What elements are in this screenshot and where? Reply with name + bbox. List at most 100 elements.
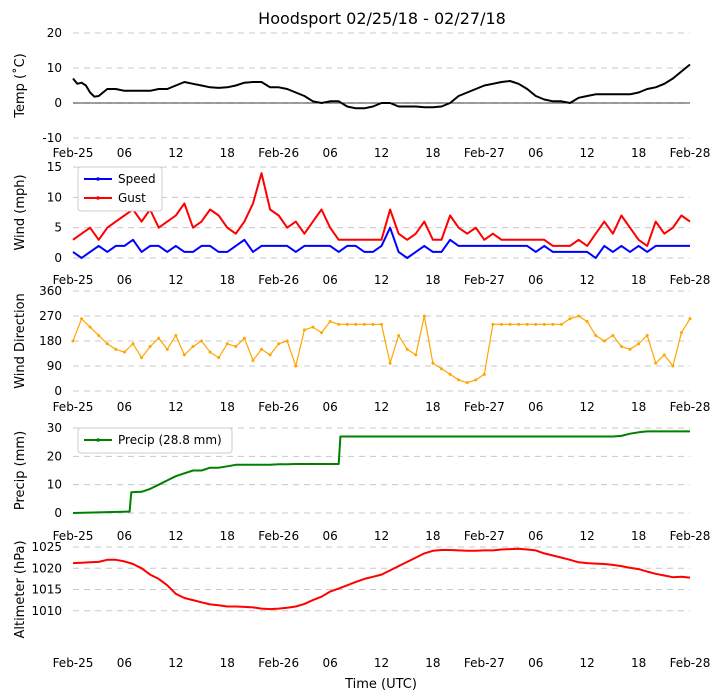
- direction-xtick-label: 18: [220, 400, 235, 414]
- wind-xtick-label: 18: [631, 273, 646, 287]
- temp-xtick-label: 06: [528, 146, 543, 160]
- direction-point: [482, 372, 486, 376]
- temp-xtick-label: 06: [322, 146, 337, 160]
- direction-ytick-label: 180: [39, 334, 62, 348]
- wind-ytick-label: 10: [47, 190, 62, 204]
- direction-point: [491, 322, 495, 326]
- altimeter-xtick-label: 06: [117, 656, 132, 670]
- direction-point: [362, 322, 366, 326]
- direction-point: [422, 314, 426, 318]
- direction-point: [182, 353, 186, 357]
- direction-point: [114, 347, 118, 351]
- direction-point: [645, 333, 649, 337]
- direction-point: [405, 347, 409, 351]
- direction-point: [268, 353, 272, 357]
- direction-point: [602, 339, 606, 343]
- precip-ytick-label: 10: [47, 478, 62, 492]
- direction-xtick-label: 12: [374, 400, 389, 414]
- direction-point: [577, 314, 581, 318]
- wind-xtick-label: 18: [425, 273, 440, 287]
- direction-point: [508, 322, 512, 326]
- direction-point: [285, 339, 289, 343]
- direction-xtick-label: Feb-25: [53, 400, 94, 414]
- direction-point: [397, 333, 401, 337]
- wind-legend: Speed Gust: [77, 166, 163, 212]
- direction-point: [628, 347, 632, 351]
- temp-xtick-label: Feb-25: [53, 146, 94, 160]
- altimeter-series-altimeter: [72, 547, 691, 611]
- direction-point: [662, 353, 666, 357]
- direction-point: [448, 372, 452, 376]
- temp-xtick-label: 18: [220, 146, 235, 160]
- direction-point: [88, 325, 92, 329]
- direction-xtick-label: 12: [580, 400, 595, 414]
- direction-point: [311, 325, 315, 329]
- direction-point: [140, 356, 144, 360]
- temp-xtick-label: Feb-26: [258, 146, 299, 160]
- precip-xtick-label: 06: [117, 529, 132, 543]
- wind-xtick-label: Feb-28: [670, 273, 711, 287]
- direction-point: [260, 347, 264, 351]
- temp-ytick-label: -10: [42, 131, 62, 145]
- altimeter-xtick-label: 18: [631, 656, 646, 670]
- direction-xtick-label: 18: [425, 400, 440, 414]
- direction-ytick-label: 270: [39, 309, 62, 323]
- wind-xtick-label: Feb-26: [258, 273, 299, 287]
- temp-xtick-label: 12: [374, 146, 389, 160]
- precip-xtick-label: Feb-25: [53, 529, 94, 543]
- altimeter-y-axis-label: Altimeter (hPa): [13, 540, 28, 638]
- direction-xtick-label: Feb-27: [464, 400, 505, 414]
- precip-xtick-label: 12: [580, 529, 595, 543]
- altimeter-xtick-label: 18: [220, 656, 235, 670]
- direction-point: [559, 322, 563, 326]
- direction-ytick-label: 0: [54, 384, 62, 398]
- altimeter-ytick-label: 1025: [31, 540, 62, 554]
- precip-ytick-label: 30: [47, 421, 62, 435]
- precip-series-precip-28-8-mm: [72, 430, 690, 514]
- direction-point: [499, 322, 503, 326]
- precip-panel: 0 10 20 30 Precip (mm) Feb-25 06 12 18 Feb-26 06 12…: [13, 421, 710, 543]
- altimeter-xtick-label: 06: [528, 656, 543, 670]
- temp-y-axis-label: Temp (˚C): [12, 53, 28, 119]
- direction-point: [611, 333, 615, 337]
- direction-point: [517, 322, 521, 326]
- precip-legend-marker: [96, 438, 100, 442]
- direction-point: [619, 345, 623, 349]
- altimeter-xtick-label: 12: [374, 656, 389, 670]
- x-axis-label: Time (UTC): [344, 677, 417, 692]
- direction-panel: 0 90 180 270 360 Wind Direction Feb-25 06 12 18 Fe…: [13, 284, 710, 414]
- direction-point: [388, 361, 392, 365]
- direction-point: [568, 317, 572, 321]
- wind-legend-marker: [96, 196, 100, 200]
- direction-point: [337, 322, 341, 326]
- direction-point: [439, 367, 443, 371]
- precip-legend-box: [77, 427, 233, 454]
- precip-ytick-label: 0: [54, 506, 62, 520]
- direction-point: [585, 320, 589, 324]
- direction-point: [371, 322, 375, 326]
- precip-xtick-label: 06: [528, 529, 543, 543]
- direction-point: [525, 322, 529, 326]
- precip-ytick-label: 20: [47, 449, 62, 463]
- precip-xtick-label: Feb-27: [464, 529, 505, 543]
- temp-ytick-label: 10: [47, 61, 62, 75]
- wind-xtick-label: 12: [168, 273, 183, 287]
- direction-point: [148, 345, 152, 349]
- direction-point: [320, 331, 324, 335]
- direction-point: [654, 361, 658, 365]
- direction-point: [345, 322, 349, 326]
- direction-xtick-label: 06: [117, 400, 132, 414]
- wind-legend-label: Speed: [118, 172, 156, 186]
- direction-point: [679, 331, 683, 335]
- direction-point: [551, 322, 555, 326]
- direction-xtick-label: 06: [528, 400, 543, 414]
- altimeter-xtick-label: Feb-28: [670, 656, 711, 670]
- direction-point: [354, 322, 358, 326]
- direction-point: [542, 322, 546, 326]
- altimeter-ytick-label: 1020: [31, 561, 62, 575]
- direction-point: [131, 342, 135, 346]
- wind-series-speed: [72, 226, 690, 259]
- direction-point: [174, 333, 178, 337]
- direction-point: [277, 342, 281, 346]
